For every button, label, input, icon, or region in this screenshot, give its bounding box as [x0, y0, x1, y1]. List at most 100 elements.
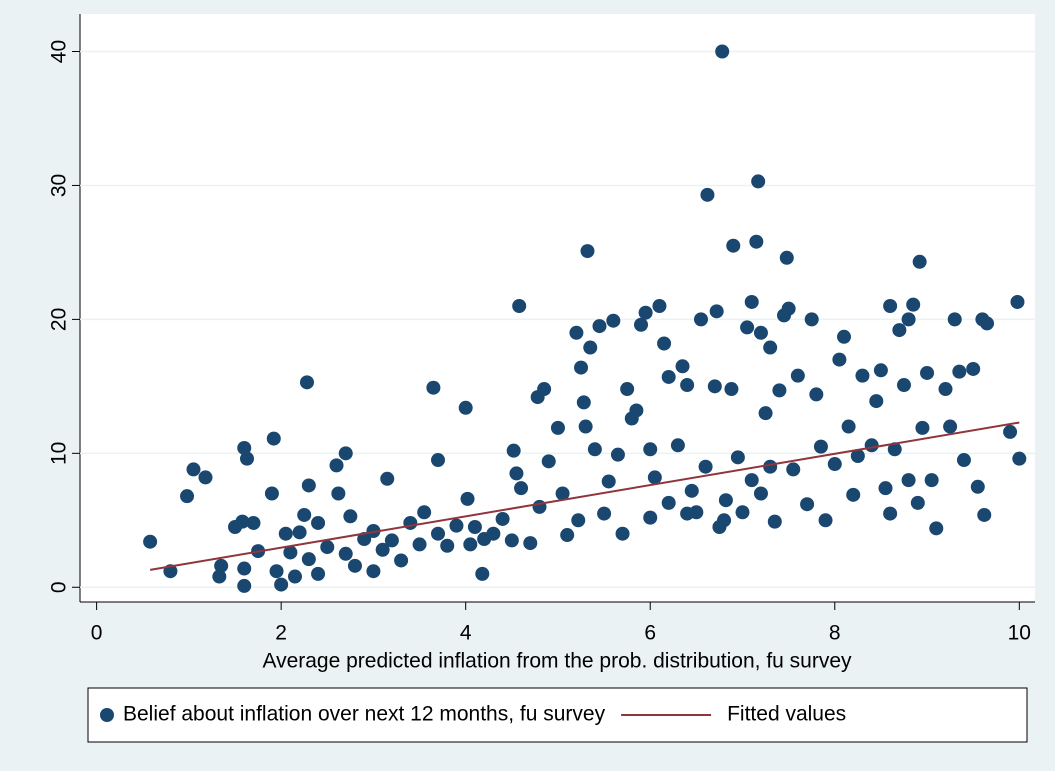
point — [901, 473, 916, 488]
x-axis-title: Average predicted inflation from the pro… — [262, 650, 852, 673]
point — [947, 312, 962, 327]
point — [717, 513, 732, 528]
point — [715, 44, 730, 59]
point — [744, 294, 759, 309]
point — [347, 558, 362, 573]
point — [180, 489, 195, 504]
point — [198, 470, 213, 485]
point — [592, 319, 607, 334]
point — [299, 375, 314, 390]
point — [576, 395, 591, 410]
point — [384, 533, 399, 548]
point — [772, 383, 787, 398]
point — [670, 438, 685, 453]
point — [709, 304, 724, 319]
point — [597, 506, 612, 521]
point — [779, 250, 794, 265]
point — [920, 365, 935, 380]
point — [240, 451, 255, 466]
point — [246, 515, 261, 530]
legend-label: Belief about inflation over next 12 mont… — [123, 703, 606, 726]
point — [938, 382, 953, 397]
y-tick-label: 20 — [48, 308, 71, 331]
point — [329, 458, 344, 473]
point — [297, 507, 312, 522]
point — [467, 519, 482, 534]
point — [818, 513, 833, 528]
point — [541, 454, 556, 469]
point — [555, 486, 570, 501]
point — [763, 459, 778, 474]
point — [311, 515, 326, 530]
point — [583, 340, 598, 355]
point — [675, 359, 690, 374]
point — [832, 352, 847, 367]
point — [883, 298, 898, 313]
point — [643, 442, 658, 457]
point — [426, 380, 441, 395]
point — [680, 378, 695, 393]
point — [580, 244, 595, 259]
point — [514, 481, 529, 496]
point — [440, 538, 455, 553]
y-tick-label: 0 — [48, 581, 71, 593]
point — [212, 569, 227, 584]
point — [850, 449, 865, 464]
point — [841, 419, 856, 434]
point — [912, 254, 927, 269]
point — [283, 545, 298, 560]
point — [606, 313, 621, 328]
point — [643, 510, 658, 525]
x-tick-label: 4 — [460, 622, 472, 645]
point — [380, 471, 395, 486]
point — [652, 298, 667, 313]
point — [574, 360, 589, 375]
point — [301, 552, 316, 567]
point — [235, 514, 250, 529]
point — [357, 532, 372, 547]
point — [966, 361, 981, 376]
point — [751, 174, 766, 189]
point — [431, 526, 446, 541]
point — [735, 505, 750, 520]
point — [813, 439, 828, 454]
point — [887, 442, 902, 457]
point — [956, 453, 971, 468]
point — [214, 558, 229, 573]
point — [661, 369, 676, 384]
plot-area — [80, 14, 1035, 602]
point — [634, 317, 649, 332]
point — [638, 305, 653, 320]
y-tick-label: 40 — [48, 40, 71, 63]
point — [264, 486, 279, 501]
point — [331, 486, 346, 501]
point — [292, 525, 307, 540]
point — [394, 553, 409, 568]
point — [753, 325, 768, 340]
point — [537, 382, 552, 397]
point — [460, 491, 475, 506]
x-tick-label: 2 — [275, 622, 287, 645]
point — [680, 506, 695, 521]
point — [269, 564, 284, 579]
point — [338, 546, 353, 561]
point — [661, 495, 676, 510]
point — [615, 526, 630, 541]
point — [698, 459, 713, 474]
point — [512, 298, 527, 313]
point — [878, 481, 893, 496]
point — [186, 462, 201, 477]
point — [837, 329, 851, 344]
point — [758, 406, 773, 421]
point — [412, 537, 427, 552]
point — [906, 297, 921, 312]
point — [910, 495, 925, 510]
point — [449, 518, 464, 533]
point — [587, 442, 602, 457]
point — [657, 336, 672, 351]
point — [266, 431, 281, 446]
point — [924, 473, 939, 488]
point — [827, 457, 842, 472]
point — [274, 577, 289, 592]
